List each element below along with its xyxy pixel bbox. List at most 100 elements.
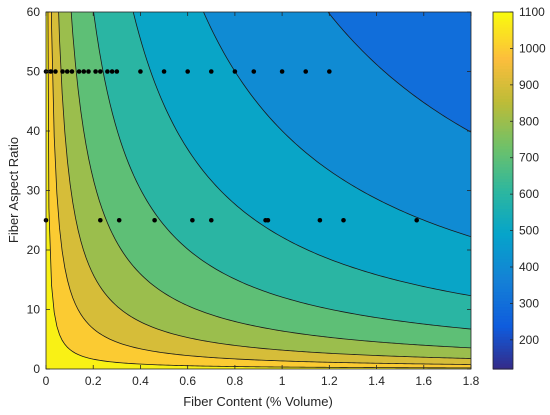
y-tick-label: 60: [27, 5, 41, 19]
data-point: [98, 69, 103, 74]
colorbar-segment: [493, 208, 513, 212]
colorbar-segment: [493, 136, 513, 141]
colorbar-segment: [493, 53, 513, 58]
colorbar-segment: [493, 306, 513, 311]
data-point: [317, 217, 323, 223]
data-point: [208, 69, 214, 74]
x-tick-label: 1.2: [321, 374, 338, 388]
colorbar-segment: [493, 74, 513, 79]
colorbar-segment: [493, 279, 513, 284]
colorbar-segment: [493, 80, 513, 84]
colorbar-segment: [493, 261, 513, 266]
colorbar-segment: [493, 223, 513, 227]
colorbar-segment: [493, 145, 513, 150]
colorbar-segment: [493, 41, 513, 46]
colorbar-segment: [493, 68, 513, 73]
colorbar-segment: [493, 348, 513, 352]
colorbar-segment: [493, 217, 513, 221]
data-point: [208, 217, 214, 223]
colorbar-segment: [493, 56, 513, 61]
contour-band: [46, 0, 476, 7]
contour-lines: [47, 12, 471, 369]
colorbar-segment: [493, 125, 513, 129]
colorbar-segment: [493, 321, 513, 325]
colorbar-segment: [493, 151, 513, 156]
colorbar-segment: [493, 128, 513, 132]
colorbar-segment: [493, 255, 513, 260]
contour-line: [51, 12, 471, 365]
colorbar-tick-label: 300: [519, 296, 539, 310]
colorbar-tick-label: 400: [519, 260, 539, 274]
data-point: [69, 69, 75, 74]
colorbar-segment: [493, 166, 513, 171]
x-tick-label: 0.4: [132, 374, 149, 388]
colorbar-segment: [493, 17, 513, 22]
colorbar-segment: [493, 297, 513, 302]
colorbar-segment: [493, 315, 513, 320]
colorbar-segment: [493, 142, 513, 147]
colorbar-segment: [493, 202, 513, 206]
data-point: [76, 69, 82, 74]
colorbar-segment: [493, 14, 513, 19]
colorbar-segment: [493, 116, 513, 120]
colorbar-segment: [493, 20, 513, 25]
colorbar-segment: [493, 190, 513, 195]
data-point: [279, 69, 285, 74]
colorbar-segment: [493, 333, 513, 337]
colorbar-segment: [493, 264, 513, 269]
colorbar-segment: [493, 101, 513, 105]
colorbar-segment: [493, 163, 513, 168]
data-point: [81, 69, 87, 74]
colorbar-ticks: 200 300 400 500 600 700 800 900 1000 1100: [510, 5, 546, 347]
x-tick-label: 1.4: [368, 374, 385, 388]
colorbar-segment: [493, 160, 513, 165]
colorbar-segment: [493, 282, 513, 287]
colorbar-tick-label: 200: [519, 333, 539, 347]
colorbar-segment: [493, 354, 513, 358]
colorbar-segment: [493, 38, 513, 43]
contour-line: [93, 12, 471, 330]
colorbar-segment: [493, 172, 513, 177]
colorbar-segment: [493, 169, 513, 174]
data-point: [64, 69, 70, 74]
colorbar-segment: [493, 250, 513, 254]
colorbar-segment: [493, 104, 513, 108]
contour-fills: [46, 0, 476, 369]
data-point: [93, 69, 98, 74]
colorbar-segment: [493, 139, 513, 144]
colorbar-segment: [493, 273, 513, 278]
data-point: [251, 69, 257, 74]
colorbar-segment: [493, 193, 513, 198]
y-tick-label: 40: [27, 124, 41, 138]
x-tick-label: 0.2: [85, 374, 102, 388]
colorbar-segment: [493, 92, 513, 96]
data-point: [190, 217, 195, 223]
colorbar-segment: [493, 133, 513, 138]
y-tick-label: 20: [27, 243, 41, 257]
colorbar-segment: [493, 258, 513, 263]
y-tick-label: 30: [27, 184, 41, 198]
data-point: [98, 217, 103, 223]
x-tick-label: 0: [43, 374, 50, 388]
colorbar-segment: [493, 187, 513, 192]
data-point: [161, 69, 167, 74]
colorbar-segment: [493, 324, 513, 328]
colorbar-segment: [493, 342, 513, 346]
data-point: [48, 69, 54, 74]
colorbar-segment: [493, 35, 513, 40]
x-axis-label: Fiber Content (% Volume): [183, 394, 333, 409]
data-point: [86, 69, 91, 74]
colorbar-segment: [493, 178, 513, 183]
colorbar-segment: [493, 241, 513, 245]
colorbar-segment: [493, 226, 513, 230]
colorbar-segment: [493, 107, 513, 111]
colorbar: [492, 11, 514, 370]
colorbar-segment: [493, 294, 513, 299]
contour-line: [132, 12, 471, 297]
colorbar-segment: [493, 363, 513, 367]
data-point: [60, 69, 65, 74]
colorbar-segment: [493, 244, 513, 248]
colorbar-segment: [493, 238, 513, 242]
colorbar-segment: [493, 71, 513, 76]
